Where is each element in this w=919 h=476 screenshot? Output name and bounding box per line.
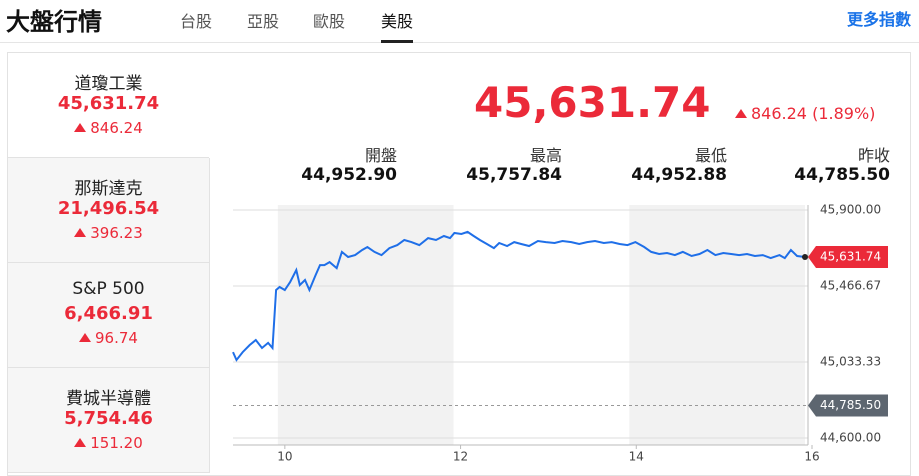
- y-tick-label: 45,900.00: [820, 203, 881, 217]
- index-item[interactable]: 道瓊工業 45,631.74 846.24: [8, 53, 209, 158]
- y-tick-label: 44,600.00: [820, 431, 881, 445]
- tab[interactable]: 台股: [180, 12, 213, 31]
- index-item[interactable]: 那斯達克 21,496.54 396.23: [8, 158, 210, 263]
- tab[interactable]: 亞股: [247, 12, 280, 31]
- more-link[interactable]: 更多指數: [846, 10, 911, 29]
- index-name: 道瓊工業: [74, 74, 143, 94]
- reference-label: 44,785.50: [820, 398, 881, 412]
- y-tick-label: 45,033.33: [820, 355, 881, 369]
- tab[interactable]: 歐股: [313, 12, 346, 31]
- title: 大盤行情: [6, 8, 102, 36]
- stat-value: 44,952.88: [631, 165, 727, 185]
- stat-label: 開盤: [364, 146, 397, 165]
- index-change: 396.23: [8, 224, 209, 242]
- shade-band: [629, 205, 805, 445]
- tab[interactable]: 美股: [381, 8, 414, 43]
- index-item[interactable]: 費城半導體 5,754.46 151.20: [8, 368, 210, 473]
- stat-label: 最高: [529, 146, 562, 165]
- shade-band: [277, 205, 454, 445]
- reference-tag: [808, 394, 888, 417]
- divider: [0, 42, 919, 43]
- index-value: 5,754.46: [64, 408, 153, 429]
- stat-value: 44,785.50: [794, 165, 890, 185]
- index-change-text: 96.74: [95, 329, 138, 347]
- index-change: 96.74: [8, 329, 209, 347]
- x-tick-label: 10: [277, 450, 292, 464]
- index-change-text: 846.24: [90, 119, 143, 137]
- y-tick-label: 45,466.67: [820, 278, 881, 292]
- stat-value: 44,952.90: [301, 165, 397, 185]
- index-change-text: 396.23: [90, 224, 143, 242]
- last-tag: [808, 246, 888, 269]
- price: 45,631.74: [474, 78, 711, 127]
- index-change-text: 151.20: [90, 434, 143, 452]
- x-tick-label: 16: [804, 450, 819, 464]
- index-name: S&P 500: [72, 279, 145, 299]
- x-tick-label: 14: [629, 450, 644, 464]
- stat-label: 最低: [694, 146, 727, 165]
- last-label: 45,631.74: [820, 250, 881, 264]
- line: [232, 230, 806, 362]
- x-tick-label: 12: [453, 450, 468, 464]
- index-change: 151.20: [8, 434, 209, 452]
- index-name: 費城半導體: [66, 389, 151, 409]
- index-value: 21,496.54: [57, 198, 160, 219]
- stat-value: 45,757.84: [466, 165, 562, 185]
- stat-label: 昨收: [857, 146, 890, 165]
- index-item[interactable]: S&P 500 6,466.91 96.74: [8, 263, 210, 368]
- last-point: [801, 254, 808, 261]
- index-change: 846.24: [8, 119, 209, 137]
- change: 846.24 (1.89%): [735, 104, 875, 123]
- index-value: 45,631.74: [57, 93, 160, 114]
- index-value: 6,466.91: [64, 303, 153, 324]
- change-text: 846.24 (1.89%): [751, 104, 876, 123]
- index-name: 那斯達克: [74, 179, 143, 199]
